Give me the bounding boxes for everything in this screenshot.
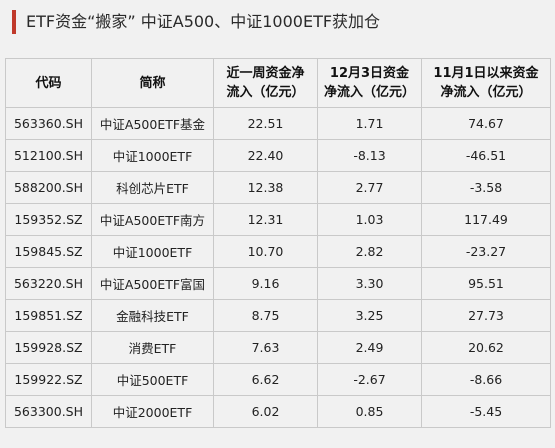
cell-code: 159352.SZ	[5, 203, 92, 236]
header-name: 简称	[91, 58, 214, 108]
header-since-line2: 净流入（亿元）	[440, 85, 532, 100]
cell-code: 159928.SZ	[5, 331, 92, 364]
header-code: 代码	[5, 58, 92, 108]
cell-name: 中证1000ETF	[91, 235, 214, 268]
cell-dec3-inflow: 0.85	[317, 395, 422, 428]
table-body: 563360.SH 中证A500ETF基金 22.51 1.71 74.67 512100…	[5, 107, 551, 428]
table-row: 159851.SZ 金融科技ETF 8.75 3.25 27.73	[5, 299, 551, 332]
cell-name: 中证A500ETF基金	[91, 107, 214, 140]
cell-since-nov1-inflow: 20.62	[421, 331, 551, 364]
cell-code: 588200.SH	[5, 171, 92, 204]
cell-dec3-inflow: 2.49	[317, 331, 422, 364]
cell-week-inflow: 6.02	[213, 395, 318, 428]
cell-name: 金融科技ETF	[91, 299, 214, 332]
cell-week-inflow: 22.51	[213, 107, 318, 140]
cell-code: 563220.SH	[5, 267, 92, 300]
header-week-line1: 近一周资金净	[226, 66, 305, 81]
header-since-nov1-inflow: 11月1日以来资金 净流入（亿元）	[421, 58, 551, 108]
header-week-inflow: 近一周资金净 流入（亿元）	[213, 58, 318, 108]
title-bar: ETF资金“搬家” 中证A500、中证1000ETF获加仓	[0, 0, 555, 50]
table-row: 588200.SH 科创芯片ETF 12.38 2.77 -3.58	[5, 171, 551, 204]
cell-week-inflow: 22.40	[213, 139, 318, 172]
cell-week-inflow: 12.31	[213, 203, 318, 236]
cell-code: 159845.SZ	[5, 235, 92, 268]
etf-flow-table-container: 代码 简称 近一周资金净 流入（亿元） 12月3日资金 净流入（亿元） 11月1…	[5, 58, 551, 428]
cell-since-nov1-inflow: 74.67	[421, 107, 551, 140]
cell-week-inflow: 6.62	[213, 363, 318, 396]
cell-code: 563360.SH	[5, 107, 92, 140]
cell-name: 消费ETF	[91, 331, 214, 364]
cell-dec3-inflow: -8.13	[317, 139, 422, 172]
cell-name: 中证A500ETF南方	[91, 203, 214, 236]
cell-name: 中证2000ETF	[91, 395, 214, 428]
cell-since-nov1-inflow: 95.51	[421, 267, 551, 300]
cell-week-inflow: 10.70	[213, 235, 318, 268]
cell-dec3-inflow: 2.82	[317, 235, 422, 268]
header-dec3-line2: 净流入（亿元）	[323, 85, 415, 100]
cell-since-nov1-inflow: -46.51	[421, 139, 551, 172]
cell-dec3-inflow: -2.67	[317, 363, 422, 396]
cell-since-nov1-inflow: -3.58	[421, 171, 551, 204]
cell-dec3-inflow: 1.71	[317, 107, 422, 140]
cell-week-inflow: 9.16	[213, 267, 318, 300]
cell-week-inflow: 12.38	[213, 171, 318, 204]
cell-dec3-inflow: 3.25	[317, 299, 422, 332]
table-row: 512100.SH 中证1000ETF 22.40 -8.13 -46.51	[5, 139, 551, 172]
table-row: 563300.SH 中证2000ETF 6.02 0.85 -5.45	[5, 395, 551, 428]
cell-since-nov1-inflow: -8.66	[421, 363, 551, 396]
table-row: 563360.SH 中证A500ETF基金 22.51 1.71 74.67	[5, 107, 551, 140]
cell-code: 159851.SZ	[5, 299, 92, 332]
cell-since-nov1-inflow: -5.45	[421, 395, 551, 428]
cell-code: 159922.SZ	[5, 363, 92, 396]
page-title: ETF资金“搬家” 中证A500、中证1000ETF获加仓	[26, 12, 381, 31]
table-row: 159352.SZ 中证A500ETF南方 12.31 1.03 117.49	[5, 203, 551, 236]
table-row: 563220.SH 中证A500ETF富国 9.16 3.30 95.51	[5, 267, 551, 300]
cell-dec3-inflow: 3.30	[317, 267, 422, 300]
header-week-line2: 流入（亿元）	[226, 85, 305, 100]
cell-since-nov1-inflow: 117.49	[421, 203, 551, 236]
cell-week-inflow: 7.63	[213, 331, 318, 364]
header-since-line1: 11月1日以来资金	[433, 66, 539, 81]
cell-name: 中证1000ETF	[91, 139, 214, 172]
header-name-line1: 简称	[139, 75, 166, 91]
header-dec3-line1: 12月3日资金	[329, 66, 410, 81]
etf-flow-table: 代码 简称 近一周资金净 流入（亿元） 12月3日资金 净流入（亿元） 11月1…	[5, 58, 551, 428]
header-code-line1: 代码	[35, 75, 62, 91]
cell-name: 科创芯片ETF	[91, 171, 214, 204]
cell-dec3-inflow: 1.03	[317, 203, 422, 236]
cell-name: 中证500ETF	[91, 363, 214, 396]
cell-since-nov1-inflow: 27.73	[421, 299, 551, 332]
cell-since-nov1-inflow: -23.27	[421, 235, 551, 268]
cell-code: 563300.SH	[5, 395, 92, 428]
table-row: 159845.SZ 中证1000ETF 10.70 2.82 -23.27	[5, 235, 551, 268]
table-row: 159922.SZ 中证500ETF 6.62 -2.67 -8.66	[5, 363, 551, 396]
cell-dec3-inflow: 2.77	[317, 171, 422, 204]
cell-name: 中证A500ETF富国	[91, 267, 214, 300]
table-header-row: 代码 简称 近一周资金净 流入（亿元） 12月3日资金 净流入（亿元） 11月1…	[5, 58, 551, 108]
table-row: 159928.SZ 消费ETF 7.63 2.49 20.62	[5, 331, 551, 364]
title-accent-bar	[12, 10, 16, 34]
header-dec3-inflow: 12月3日资金 净流入（亿元）	[317, 58, 422, 108]
cell-code: 512100.SH	[5, 139, 92, 172]
cell-week-inflow: 8.75	[213, 299, 318, 332]
